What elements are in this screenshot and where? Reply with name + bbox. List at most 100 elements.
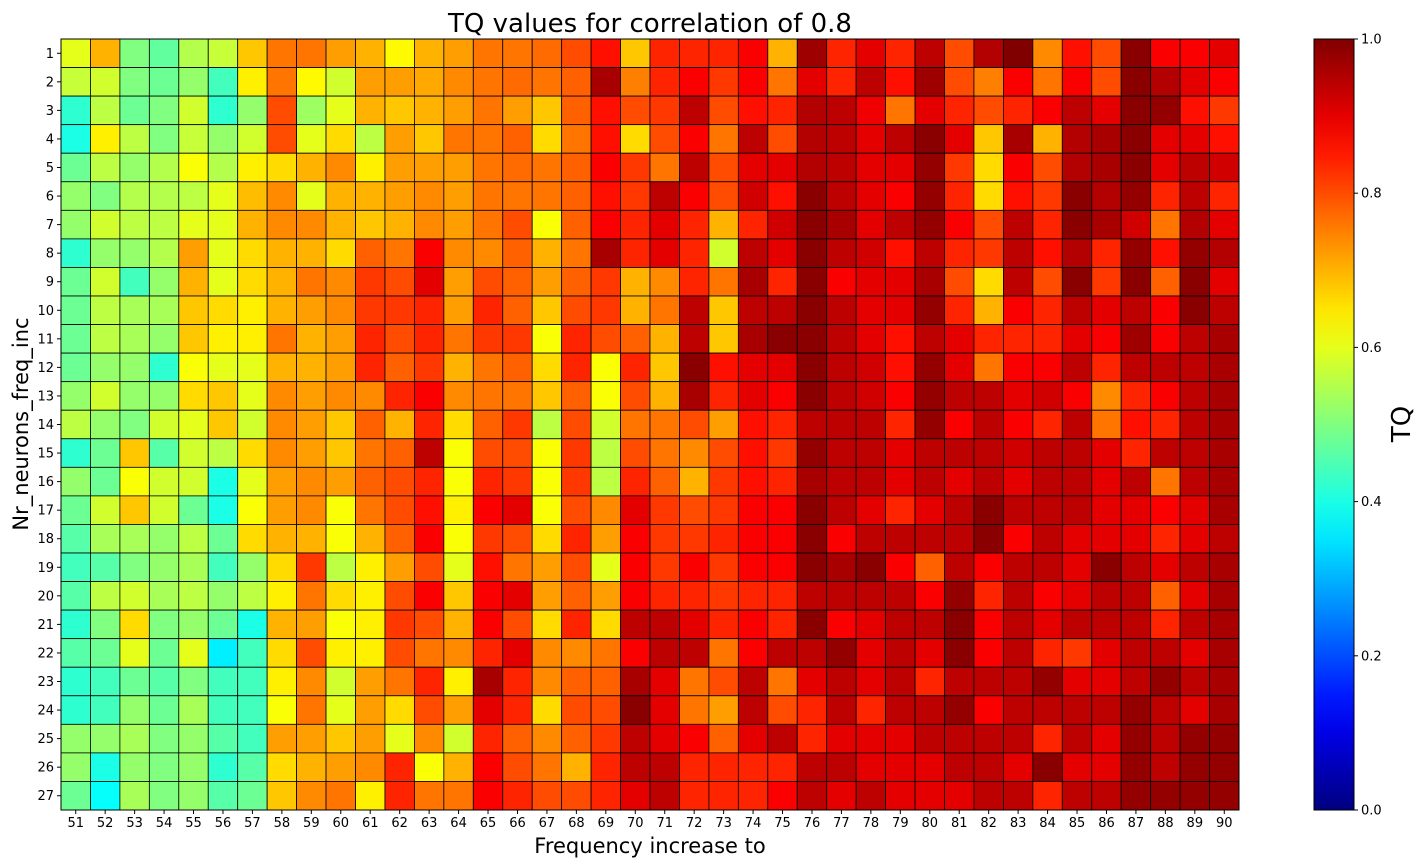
heatmap-cell [1061,267,1093,297]
heatmap-cell [1061,752,1093,782]
heatmap-cell [178,752,209,782]
heatmap-cell [472,67,504,97]
heatmap-cell [767,381,798,411]
heatmap-cell [561,723,592,754]
heatmap-cell [531,238,563,268]
heatmap-cell [296,238,327,268]
heatmap-cell [1061,95,1093,126]
heatmap-cell [266,581,297,611]
heatmap-cell [207,695,239,725]
heatmap-cell [737,267,769,297]
heatmap-cell [826,752,857,782]
heatmap-cell [620,524,651,554]
heatmap-cell [914,609,945,640]
heatmap-cell [1032,67,1063,97]
heatmap-cell [1003,324,1034,354]
heatmap-cell [1091,67,1122,97]
heatmap-cell [649,466,680,497]
x-tick-label: 52 [97,816,114,831]
heatmap-cell [649,238,680,268]
heatmap-cell [531,638,563,668]
heatmap-cell [620,581,651,611]
heatmap-cell [737,181,769,211]
heatmap-cell [944,781,975,811]
heatmap-cell [472,723,504,754]
heatmap-cell [355,181,386,211]
y-tick-label: 9 [46,275,54,290]
heatmap-cell [1120,209,1152,240]
heatmap-cell [1150,238,1181,268]
heatmap-cell [590,438,621,468]
heatmap-cell [767,181,798,211]
heatmap-cell [1179,495,1210,525]
x-axis-ticks: 51 52 53 54 55 56 57 58 59 60 61 62 63 64 65 66 67 68 69 70… [67,810,1233,831]
heatmap-cell [531,495,563,525]
heatmap-cell [90,181,121,211]
heatmap-cell [855,552,887,582]
heatmap-cell [237,95,268,126]
heatmap-cell [796,638,828,668]
heatmap-cell [207,181,239,211]
heatmap-cell [325,95,356,126]
heatmap-cell [119,495,150,525]
heatmap-cell [384,609,415,640]
heatmap-cell [973,324,1004,354]
heatmap-cell [826,38,857,68]
heatmap-cell [325,352,356,383]
x-tick-label: 60 [333,816,350,831]
heatmap-cell [737,295,769,325]
heatmap-cell [90,723,121,754]
heatmap-cell [561,209,592,240]
heatmap-cell [1150,438,1181,468]
heatmap-cell [620,295,651,325]
heatmap-cell [973,267,1004,297]
heatmap-cell [1150,524,1181,554]
heatmap-cell [90,409,121,440]
heatmap-cell [590,238,621,268]
y-tick-label: 16 [37,475,54,490]
heatmap-cell [472,267,504,297]
heatmap-cell [90,381,121,411]
heatmap-cell [413,124,445,154]
heatmap-cell [443,409,474,440]
heatmap-cell [355,666,386,697]
heatmap-cell [1032,181,1063,211]
heatmap-cell [767,524,798,554]
heatmap-cell [531,352,563,383]
heatmap-cell [207,38,239,68]
heatmap-cell [413,95,445,126]
x-tick-label: 58 [274,816,291,831]
heatmap-cell [826,552,857,582]
heatmap-cell [502,352,533,383]
heatmap-cell [237,209,268,240]
heatmap-cell [973,638,1004,668]
heatmap-cell [502,638,533,668]
heatmap-cell [60,38,91,68]
heatmap-cell [119,638,150,668]
heatmap-cell [502,752,533,782]
heatmap-cell [1120,152,1152,183]
heatmap-cell [1003,752,1034,782]
heatmap-cell [914,152,945,183]
heatmap-cell [296,552,327,582]
heatmap-cell [60,95,91,126]
heatmap-cell [826,238,857,268]
heatmap-cell [119,152,150,183]
heatmap-cell [148,781,180,811]
heatmap-cell [178,409,209,440]
heatmap-cell [1091,38,1122,68]
heatmap-cell [796,95,828,126]
heatmap-cell [679,695,710,725]
heatmap-cell [1209,466,1240,497]
heatmap-cell [384,267,415,297]
heatmap-cell [355,124,386,154]
heatmap-cell [355,152,386,183]
y-tick-label: 5 [46,161,54,176]
heatmap-cell [708,409,739,440]
x-tick-label: 74 [745,816,762,831]
heatmap-cell [325,466,356,497]
x-tick-label: 54 [156,816,173,831]
heatmap-cell [531,466,563,497]
x-tick-label: 66 [509,816,526,831]
heatmap-cell [1209,524,1240,554]
